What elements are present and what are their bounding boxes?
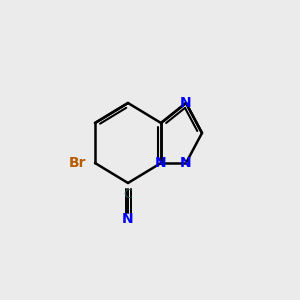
Text: N: N	[180, 96, 192, 110]
Text: C: C	[124, 188, 132, 200]
Text: N: N	[180, 156, 192, 170]
Text: N: N	[155, 156, 167, 170]
Text: N: N	[122, 212, 134, 226]
Text: Br: Br	[69, 156, 87, 170]
